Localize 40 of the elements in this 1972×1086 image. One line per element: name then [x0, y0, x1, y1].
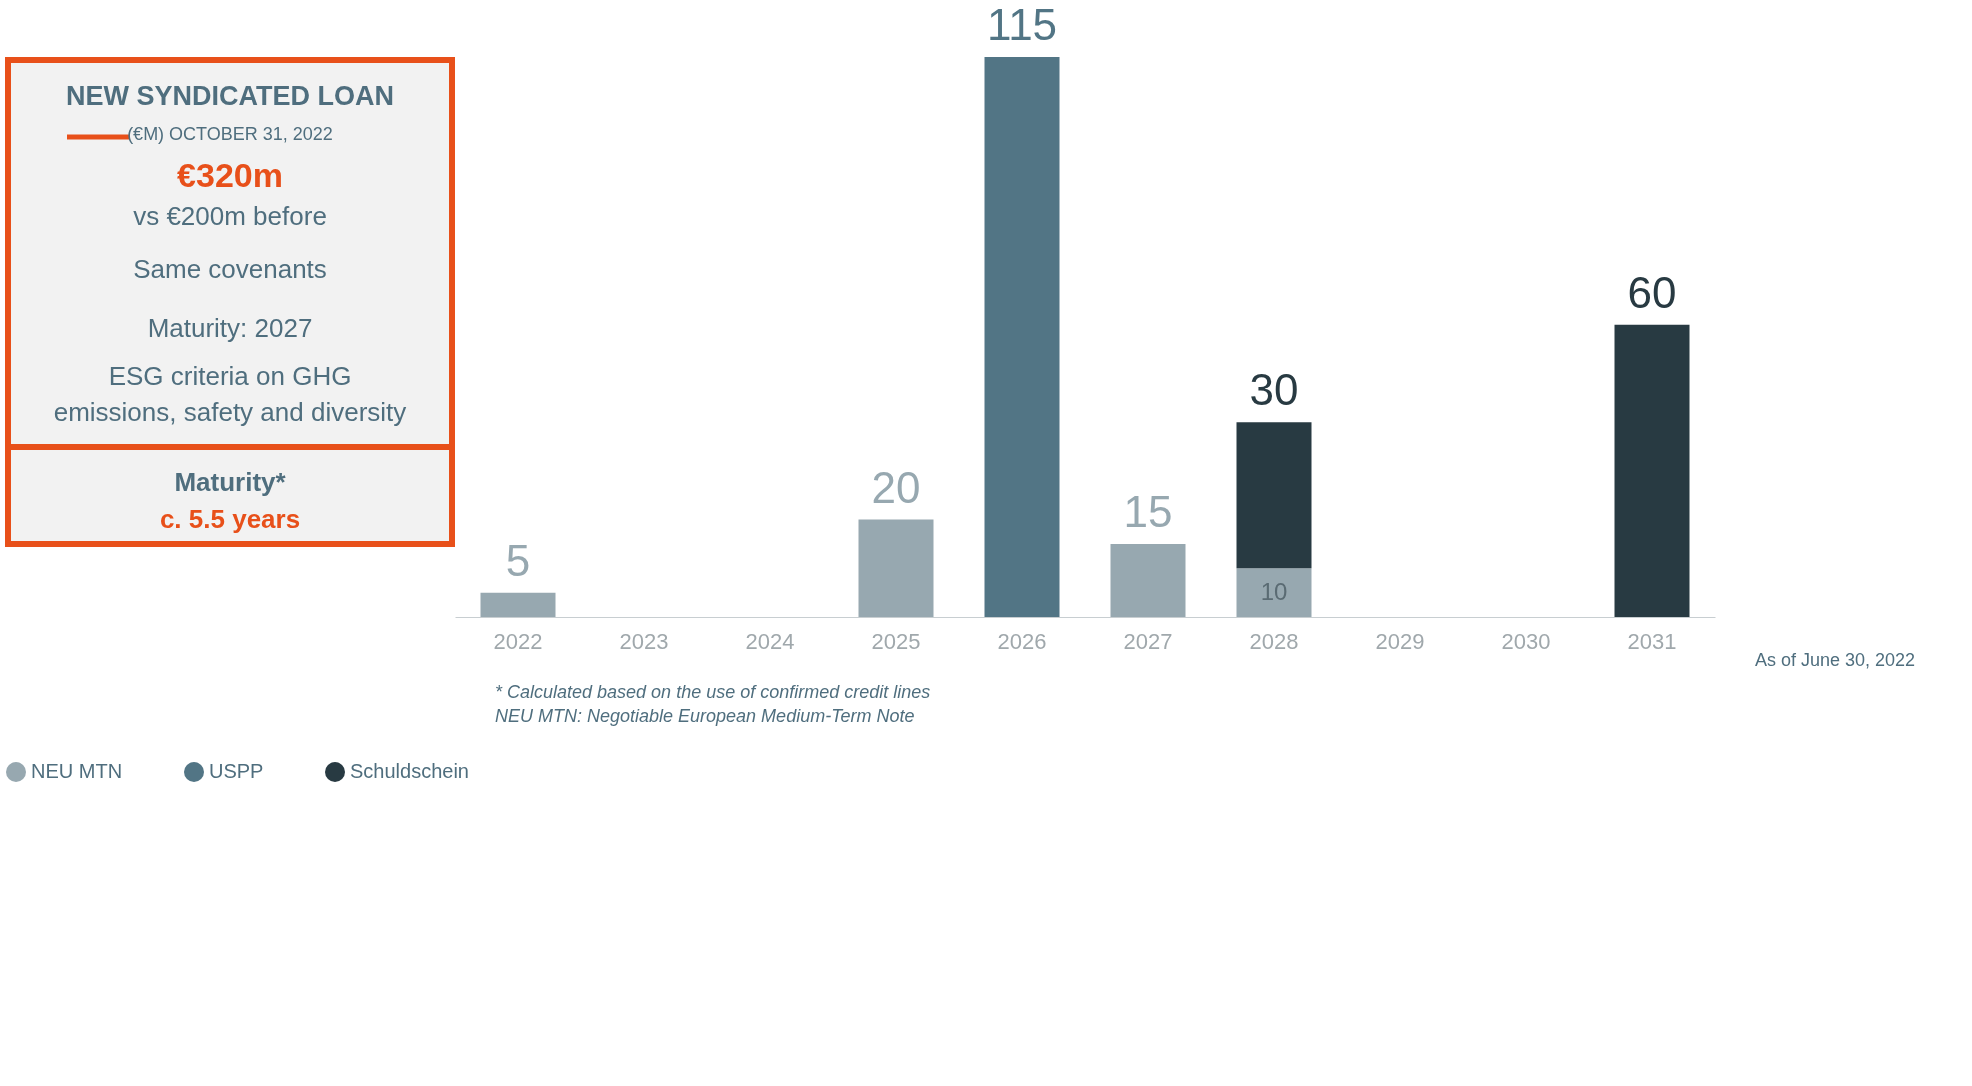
text: Maturity: 2027: [147, 313, 313, 343]
text: vs €200m before: [133, 201, 327, 231]
legend-label: Schuldschein: [350, 760, 469, 782]
data-label: 60: [1627, 267, 1677, 317]
bar: [1614, 324, 1690, 617]
x-tick-label: 2030: [1501, 628, 1551, 654]
legend-label: NEU MTN: [31, 760, 123, 782]
text: NEW SYNDICATED LOAN: [66, 81, 394, 111]
x-tick-label: 2027: [1123, 628, 1173, 654]
data-label: 15: [1123, 486, 1173, 536]
x-tick-label: 2026: [997, 628, 1047, 654]
text: ESG criteria on GHG: [108, 361, 352, 391]
data-label: 30: [1249, 365, 1299, 415]
x-tick-label: 2028: [1249, 628, 1299, 654]
text: €320m: [177, 156, 283, 194]
text: Maturity*: [174, 467, 287, 497]
data-label: 10: [1260, 577, 1288, 605]
bar: [1236, 568, 1312, 617]
text: c. 5.5 years: [159, 504, 301, 534]
text: (€M) OCTOBER 31, 2022: [127, 124, 333, 144]
x-tick-label: 2025: [871, 628, 921, 654]
text: Same covenants: [133, 254, 327, 284]
x-tick-label: 2031: [1627, 628, 1677, 654]
bar: [858, 519, 934, 617]
text: emissions, safety and diversity: [53, 397, 407, 427]
x-tick-label: 2024: [745, 628, 795, 654]
bar: [984, 57, 1060, 617]
legend-label: USPP: [209, 760, 264, 782]
text: * Calculated based on the use of confirmed credit lines: [495, 682, 931, 702]
text: NEU MTN: Negotiable European Medium-Term Note: [495, 706, 915, 726]
x-tick-label: 2022: [493, 628, 543, 654]
x-tick-label: 2029: [1375, 628, 1425, 654]
x-tick-label: 2023: [619, 628, 669, 654]
text: As of June 30, 2022: [1754, 650, 1915, 670]
data-label: 5: [505, 535, 531, 585]
bar: [480, 592, 556, 617]
data-label: 115: [986, 0, 1058, 49]
bar: [1110, 543, 1186, 617]
bar: [1236, 422, 1312, 569]
data-label: 20: [871, 462, 921, 512]
